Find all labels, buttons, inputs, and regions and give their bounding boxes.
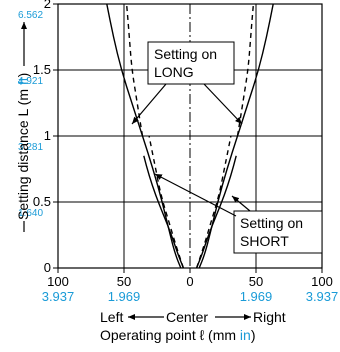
x-axis-label-prefix: Operating point ℓ (mm <box>100 327 240 343</box>
y-tick-label: 2 <box>44 0 51 11</box>
x-tick-sublabel: 3.937 <box>306 289 339 304</box>
curve-long-left-solid <box>106 3 182 269</box>
x-direction-right: Right <box>253 309 286 325</box>
x-direction-left: Left <box>100 309 123 325</box>
plot-area <box>106 3 274 269</box>
x-tick-label: 100 <box>311 274 333 289</box>
y-axis-label: Setting distance L (m ft) <box>15 73 31 220</box>
x-direction-center: Center <box>166 309 208 325</box>
x-tick-label: 100 <box>47 274 69 289</box>
curve-short-left-dashed <box>148 135 185 269</box>
y-tick-sublabel: 3.281 <box>18 142 43 153</box>
x-axis-label: Operating point ℓ (mm in) <box>100 327 256 343</box>
long-callout-line1: Setting on <box>154 46 217 62</box>
x-tick-label: 50 <box>117 274 131 289</box>
short-callout-line2: SHORT <box>240 233 289 249</box>
y-tick-label: 1.5 <box>33 62 51 77</box>
short-callout-box <box>233 210 323 254</box>
short-callout-line1: Setting on <box>240 215 303 231</box>
axis-labels: Left Center Right Operating point ℓ (mm … <box>15 22 286 343</box>
y-tick-label: 1 <box>44 128 51 143</box>
x-axis-label-unit: in <box>240 327 251 343</box>
long-callout-line2: LONG <box>154 64 194 80</box>
y-axis-label-unit: ft <box>15 77 31 85</box>
x-tick-sublabel: 1.969 <box>240 289 273 304</box>
long-arrow-right <box>203 83 243 125</box>
x-axis-label-suffix: ) <box>251 327 256 343</box>
y-tick-sublabel: 4.921 <box>18 76 43 87</box>
x-tick-sublabel: 3.937 <box>42 289 75 304</box>
short-arrow-left <box>154 173 237 217</box>
y-axis-label-suffix: ) <box>15 73 31 78</box>
x-tick-label: 0 <box>186 274 193 289</box>
curve-short-right-solid <box>195 155 237 269</box>
curve-long-right-solid <box>198 3 274 269</box>
curve-short-left-solid <box>143 155 185 269</box>
y-tick-sublabel: 6.562 <box>18 10 43 21</box>
long-arrow-left <box>131 83 167 125</box>
y-axis-label-group: Setting distance L (m ft) <box>15 73 31 220</box>
y-tick-label: 0 <box>44 260 51 275</box>
curve-short-right-dashed <box>195 135 232 269</box>
y-tick-label: 0.5 <box>33 194 51 209</box>
long-callout-box <box>147 41 235 85</box>
annotations: Setting on LONG Setting on SHORT <box>131 41 323 254</box>
y-tick-sublabel: 1.640 <box>18 208 43 219</box>
y-axis-label-prefix: Setting distance L (m <box>15 85 31 220</box>
x-tick-label: 50 <box>249 274 263 289</box>
curve-long-right-dashed <box>236 3 255 137</box>
curve-long-left-dashed <box>125 3 144 137</box>
x-tick-sublabel: 1.969 <box>108 289 141 304</box>
short-arrow-right <box>231 195 251 212</box>
